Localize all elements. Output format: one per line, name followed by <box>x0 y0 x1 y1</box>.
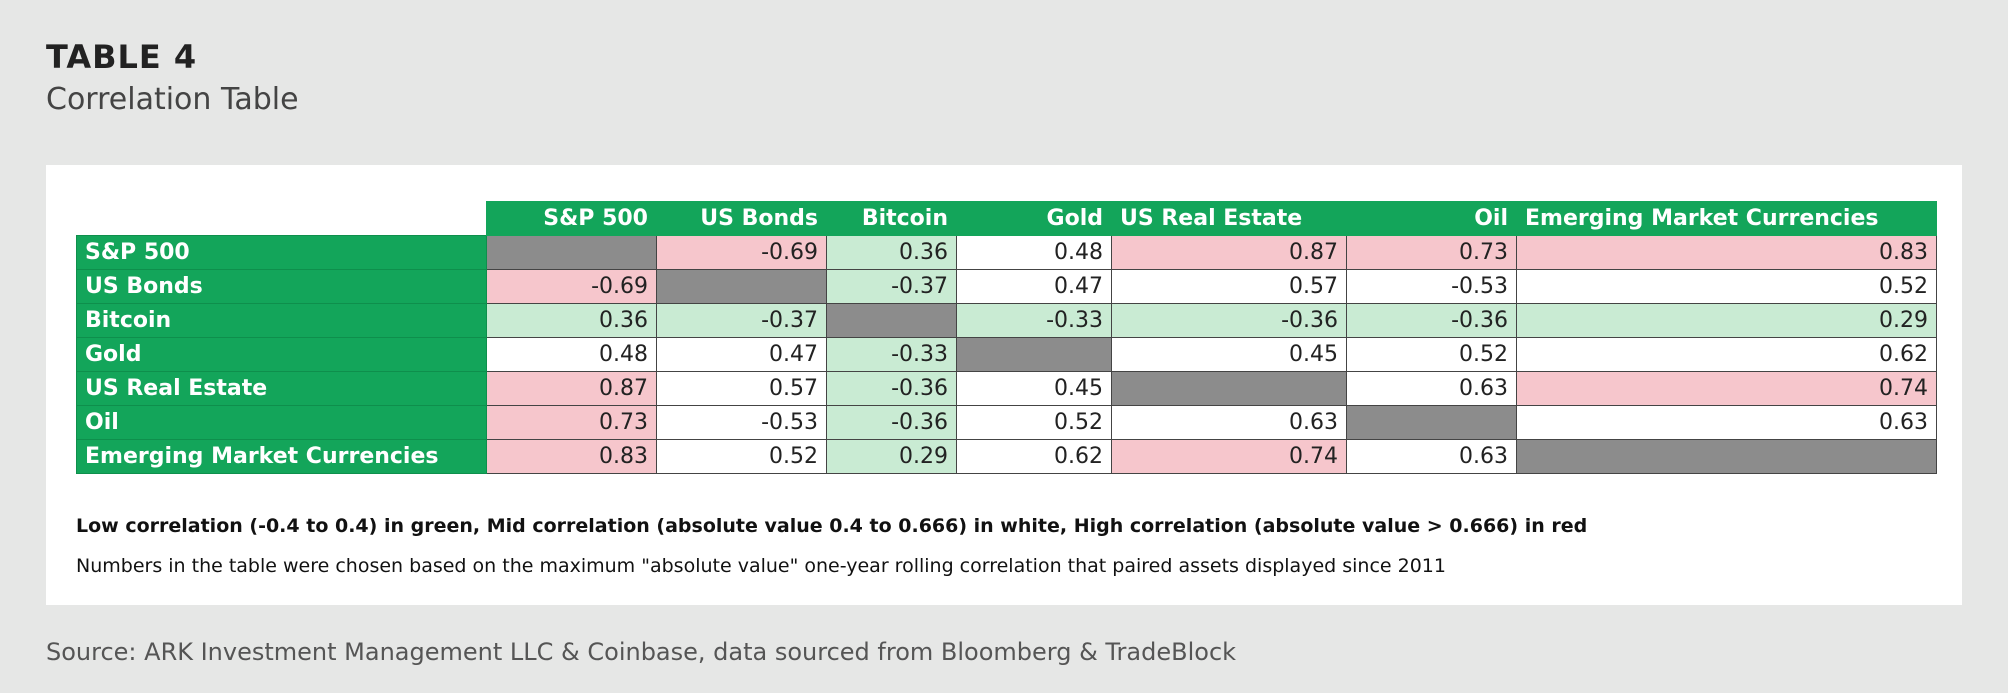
correlation-cell: 0.36 <box>486 303 657 338</box>
correlation-cell: 0.62 <box>1516 337 1937 372</box>
legend-note: Low correlation (-0.4 to 0.4) in green, … <box>76 515 1588 537</box>
correlation-cell: 0.73 <box>486 405 657 440</box>
diagonal-cell <box>656 269 827 304</box>
correlation-cell: -0.53 <box>1346 269 1517 304</box>
correlation-cell: 0.47 <box>956 269 1112 304</box>
column-header-bitcoin: Bitcoin <box>826 201 957 236</box>
correlation-cell: 0.48 <box>486 337 657 372</box>
correlation-cell: 0.48 <box>956 235 1112 270</box>
correlation-cell: 0.45 <box>956 371 1112 406</box>
table-row-us-bonds: US Bonds -0.69 -0.37 0.47 0.57 -0.53 0.52 <box>76 269 1937 304</box>
correlation-table: S&P 500 US Bonds Bitcoin Gold US Real Estate… <box>76 201 1937 474</box>
row-header-gold: Gold <box>76 337 487 372</box>
column-header-gold: Gold <box>956 201 1112 236</box>
correlation-cell: 0.45 <box>1111 337 1347 372</box>
correlation-cell: -0.69 <box>486 269 657 304</box>
table-panel: S&P 500 US Bonds Bitcoin Gold US Real Estate… <box>46 165 1962 605</box>
correlation-cell: -0.69 <box>656 235 827 270</box>
correlation-cell: 0.74 <box>1111 439 1347 474</box>
correlation-cell: 0.57 <box>656 371 827 406</box>
diagonal-cell <box>1111 371 1347 406</box>
diagonal-cell <box>956 337 1112 372</box>
table-row-us-real-estate: US Real Estate 0.87 0.57 -0.36 0.45 0.63 0.74 <box>76 371 1937 406</box>
correlation-cell: 0.63 <box>1346 439 1517 474</box>
correlation-cell: 0.29 <box>826 439 957 474</box>
row-header-emerging-market-currencies: Emerging Market Currencies <box>76 439 487 474</box>
correlation-cell: -0.53 <box>656 405 827 440</box>
method-note: Numbers in the table were chosen based o… <box>76 555 1446 577</box>
row-header-oil: Oil <box>76 405 487 440</box>
source-note: Source: ARK Investment Management LLC & … <box>46 638 1237 666</box>
table-title: TABLE 4 <box>46 38 198 76</box>
table-row-bitcoin: Bitcoin 0.36 -0.37 -0.33 -0.36 -0.36 0.29 <box>76 303 1937 338</box>
correlation-cell: 0.83 <box>1516 235 1937 270</box>
correlation-cell: -0.37 <box>656 303 827 338</box>
column-header-us-bonds: US Bonds <box>656 201 827 236</box>
correlation-cell: -0.33 <box>826 337 957 372</box>
correlation-cell: 0.63 <box>1346 371 1517 406</box>
correlation-cell: -0.36 <box>1346 303 1517 338</box>
column-header-oil: Oil <box>1346 201 1517 236</box>
row-header-bitcoin: Bitcoin <box>76 303 487 338</box>
diagonal-cell <box>1516 439 1937 474</box>
table-row-gold: Gold 0.48 0.47 -0.33 0.45 0.52 0.62 <box>76 337 1937 372</box>
correlation-cell: 0.52 <box>656 439 827 474</box>
correlation-cell: 0.52 <box>1516 269 1937 304</box>
header-row: S&P 500 US Bonds Bitcoin Gold US Real Estate… <box>77 201 1937 236</box>
correlation-cell: 0.74 <box>1516 371 1937 406</box>
correlation-cell: -0.37 <box>826 269 957 304</box>
row-header-sandp-500: S&P 500 <box>76 235 487 270</box>
correlation-cell: -0.36 <box>826 371 957 406</box>
row-header-us-real-estate: US Real Estate <box>76 371 487 406</box>
correlation-cell: 0.73 <box>1346 235 1517 270</box>
diagonal-cell <box>826 303 957 338</box>
diagonal-cell <box>486 235 657 270</box>
correlation-cell: 0.29 <box>1516 303 1937 338</box>
diagonal-cell <box>1346 405 1517 440</box>
correlation-cell: 0.63 <box>1111 405 1347 440</box>
correlation-cell: -0.36 <box>826 405 957 440</box>
column-header-emerging-market-currencies: Emerging Market Currencies <box>1516 201 1937 236</box>
row-header-us-bonds: US Bonds <box>76 269 487 304</box>
correlation-cell: 0.87 <box>1111 235 1347 270</box>
table-row-sandp-500: S&P 500 -0.69 0.36 0.48 0.87 0.73 0.83 <box>76 235 1937 270</box>
correlation-cell: 0.83 <box>486 439 657 474</box>
table-subtitle: Correlation Table <box>46 82 299 117</box>
column-header-us-real-estate: US Real Estate <box>1111 201 1347 236</box>
column-header-sandp-500: S&P 500 <box>486 201 657 236</box>
correlation-cell: 0.52 <box>956 405 1112 440</box>
correlation-cell: 0.36 <box>826 235 957 270</box>
correlation-cell: 0.52 <box>1346 337 1517 372</box>
correlation-cell: 0.63 <box>1516 405 1937 440</box>
correlation-cell: 0.57 <box>1111 269 1347 304</box>
correlation-cell: -0.33 <box>956 303 1112 338</box>
correlation-cell: 0.62 <box>956 439 1112 474</box>
correlation-cell: 0.87 <box>486 371 657 406</box>
table-row-emerging-market-currencies: Emerging Market Currencies 0.83 0.52 0.29 0.… <box>76 439 1937 474</box>
correlation-cell: 0.47 <box>656 337 827 372</box>
table-row-oil: Oil 0.73 -0.53 -0.36 0.52 0.63 0.63 <box>76 405 1937 440</box>
correlation-cell: -0.36 <box>1111 303 1347 338</box>
corner-cell <box>77 202 487 236</box>
table-body: S&P 500 -0.69 0.36 0.48 0.87 0.73 0.83 US Bonds… <box>76 235 1937 474</box>
